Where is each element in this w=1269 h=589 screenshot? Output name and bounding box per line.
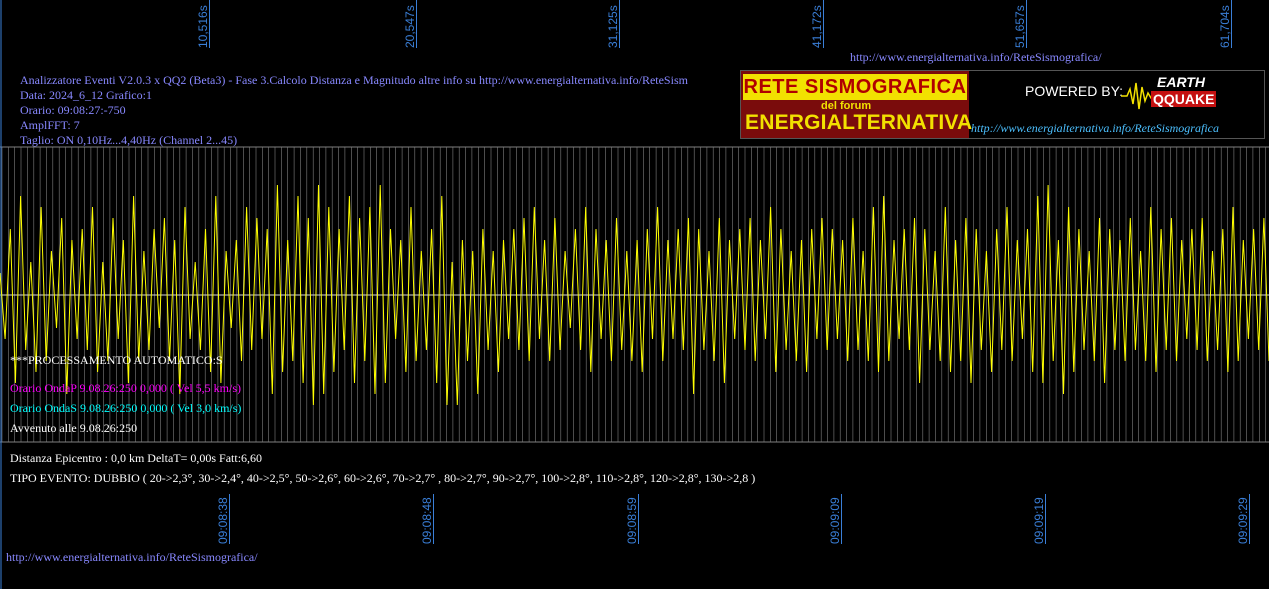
- distanza-epicentro: Distanza Epicentro : 0,0 km DeltaT= 0,00…: [10, 451, 263, 465]
- avvenuto-time: Avvenuto alle 9.08.26:250: [10, 421, 138, 435]
- bottom-tick: 09:09:09: [828, 494, 842, 554]
- banner-powered: POWERED BY:: [1025, 83, 1124, 99]
- info-line-time: Orario: 09:08:27:-750: [20, 103, 126, 117]
- banner-url[interactable]: http://www.energialternativa.info/ReteSi…: [971, 121, 1219, 135]
- bottom-tick: 09:09:19: [1032, 494, 1046, 554]
- info-line-filter: Taglio: ON 0,10Hz...4,40Hz (Channel 2...…: [20, 133, 238, 147]
- tipo-evento: TIPO EVENTO: DUBBIO ( 20->2,3°, 30->2,4°…: [10, 471, 756, 485]
- banner-forum: del forum: [821, 100, 872, 112]
- banner-earth: EARTH: [1157, 74, 1205, 90]
- url-bottom[interactable]: http://www.energialternativa.info/ReteSi…: [6, 550, 258, 564]
- rete-sismografica-banner[interactable]: RETE SISMOGRAFICA del forum ENERGIALTERN…: [740, 70, 1265, 139]
- bottom-tick: 09:08:38: [216, 494, 230, 554]
- banner-quake: QQUAKE: [1151, 91, 1217, 107]
- top-tick: 41,172s: [810, 0, 824, 50]
- onda-s-time: Orario OndaS 9.08.26:250 0,000 ( Vel 3,0…: [10, 401, 242, 415]
- processing-header: ***PROCESSAMENTO AUTOMATICO:S: [10, 353, 223, 367]
- url-top[interactable]: http://www.energialternativa.info/ReteSi…: [850, 50, 1102, 64]
- info-line-date: Data: 2024_6_12 Grafico:1: [20, 88, 152, 102]
- bottom-tick: 09:08:59: [625, 494, 639, 554]
- banner-title: RETE SISMOGRAFICA: [743, 74, 967, 100]
- top-tick: 51,657s: [1013, 0, 1027, 50]
- info-line-analyzer: Analizzatore Eventi V2.0.3 x QQ2 (Beta3)…: [20, 73, 688, 87]
- top-tick: 31,125s: [606, 0, 620, 50]
- banner-brand: ENERGIALTERNATIVA: [745, 111, 973, 134]
- top-tick: 10,516s: [196, 0, 210, 50]
- top-tick: 61,704s: [1218, 0, 1232, 50]
- bottom-tick: 09:08:48: [420, 494, 434, 554]
- info-line-ampl: AmplFFT: 7: [20, 118, 80, 132]
- onda-p-time: Orario OndaP 9.08.26:250 0,000 ( Vel 5,5…: [10, 381, 241, 395]
- seismic-trace: [0, 184, 1269, 406]
- top-tick: 20,547s: [403, 0, 417, 50]
- bottom-tick: 09:09:29: [1236, 494, 1250, 554]
